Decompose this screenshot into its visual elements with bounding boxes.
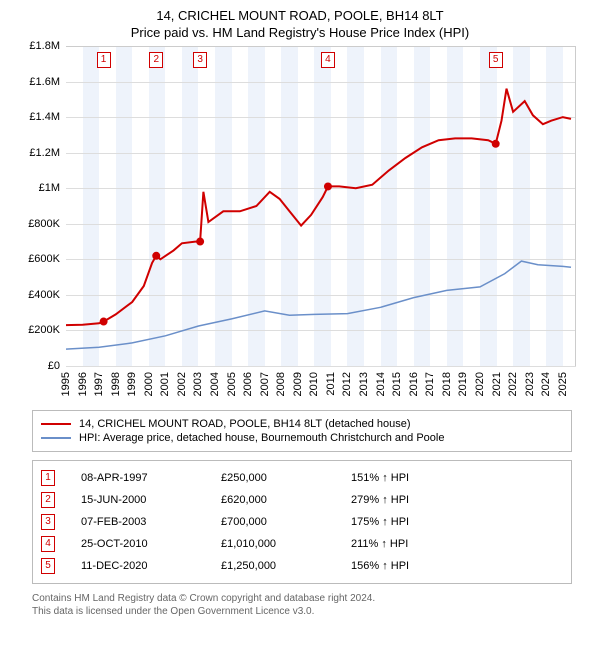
transaction-date: 11-DEC-2020 [81,560,211,572]
title-block: 14, CRICHEL MOUNT ROAD, POOLE, BH14 8LT … [10,8,590,40]
transaction-price: £250,000 [221,472,341,484]
transaction-row: 1 08-APR-1997 £250,000 151% ↑ HPI [41,467,563,489]
sale-dot [324,182,332,190]
x-tick-label: 2013 [358,372,370,396]
y-tick-label: £200K [16,324,60,336]
x-tick-label: 2003 [192,372,204,396]
footer-attribution: Contains HM Land Registry data © Crown c… [32,592,580,618]
legend-label: HPI: Average price, detached house, Bour… [79,432,444,444]
transaction-marker: 2 [41,492,55,508]
x-tick-label: 2008 [275,372,287,396]
y-tick-label: £600K [16,253,60,265]
legend-swatch [41,423,71,425]
x-tick-label: 2001 [159,372,171,396]
x-tick-label: 2019 [457,372,469,396]
x-tick-label: 2009 [292,372,304,396]
y-tick-label: £800K [16,218,60,230]
transaction-row: 5 11-DEC-2020 £1,250,000 156% ↑ HPI [41,555,563,577]
y-tick-label: £400K [16,289,60,301]
sale-dot [100,318,108,326]
transaction-row: 3 07-FEB-2003 £700,000 175% ↑ HPI [41,511,563,533]
x-tick-label: 2002 [176,372,188,396]
series-hpi [66,261,571,349]
x-tick-label: 2022 [507,372,519,396]
legend-label: 14, CRICHEL MOUNT ROAD, POOLE, BH14 8LT … [79,418,411,430]
x-tick-label: 2016 [408,372,420,396]
x-tick-label: 2017 [424,372,436,396]
y-tick-label: £1.8M [16,40,60,52]
x-tick-label: 2011 [325,372,337,396]
transaction-price: £1,250,000 [221,560,341,572]
transaction-vs-hpi: 279% ↑ HPI [351,494,511,506]
y-tick-label: £1.6M [16,76,60,88]
title-address: 14, CRICHEL MOUNT ROAD, POOLE, BH14 8LT [10,8,590,23]
x-tick-label: 1995 [60,372,72,396]
transaction-marker: 5 [41,558,55,574]
legend-item: HPI: Average price, detached house, Bour… [41,431,563,445]
transaction-vs-hpi: 211% ↑ HPI [351,538,511,550]
sale-marker-4: 4 [321,52,335,68]
chart-container: 14, CRICHEL MOUNT ROAD, POOLE, BH14 8LT … [0,0,600,650]
plot-svg [66,46,576,366]
title-subtitle: Price paid vs. HM Land Registry's House … [10,25,590,40]
transaction-price: £620,000 [221,494,341,506]
x-tick-label: 2007 [259,372,271,396]
transaction-marker: 1 [41,470,55,486]
x-tick-label: 2015 [391,372,403,396]
transaction-row: 4 25-OCT-2010 £1,010,000 211% ↑ HPI [41,533,563,555]
series-property [66,89,571,325]
legend-box: 14, CRICHEL MOUNT ROAD, POOLE, BH14 8LT … [32,410,572,452]
sale-marker-2: 2 [149,52,163,68]
transaction-marker: 3 [41,514,55,530]
transaction-date: 15-JUN-2000 [81,494,211,506]
transaction-vs-hpi: 175% ↑ HPI [351,516,511,528]
legend-item: 14, CRICHEL MOUNT ROAD, POOLE, BH14 8LT … [41,417,563,431]
x-tick-label: 2023 [524,372,536,396]
sale-marker-5: 5 [489,52,503,68]
transaction-price: £1,010,000 [221,538,341,550]
x-tick-label: 1997 [93,372,105,396]
sale-marker-1: 1 [97,52,111,68]
chart-area: £0£200K£400K£600K£800K£1M£1.2M£1.4M£1.6M… [20,46,580,406]
sale-dot [196,238,204,246]
y-tick-label: £1.2M [16,147,60,159]
x-tick-label: 2024 [540,372,552,396]
x-tick-label: 1998 [110,372,122,396]
x-tick-label: 2014 [375,372,387,396]
transaction-price: £700,000 [221,516,341,528]
transaction-date: 08-APR-1997 [81,472,211,484]
footer-line2: This data is licensed under the Open Gov… [32,605,580,618]
y-tick-label: £1M [16,182,60,194]
sale-dot [152,252,160,260]
x-tick-label: 1999 [126,372,138,396]
transaction-date: 25-OCT-2010 [81,538,211,550]
x-tick-label: 2004 [209,372,221,396]
legend-swatch [41,437,71,439]
x-tick-label: 2025 [557,372,569,396]
x-tick-label: 2020 [474,372,486,396]
x-tick-label: 2005 [226,372,238,396]
y-tick-label: £1.4M [16,111,60,123]
transaction-table: 1 08-APR-1997 £250,000 151% ↑ HPI 2 15-JUN-20… [32,460,572,584]
x-tick-label: 2021 [491,372,503,396]
x-tick-label: 1996 [77,372,89,396]
transaction-vs-hpi: 151% ↑ HPI [351,472,511,484]
x-tick-label: 2006 [242,372,254,396]
transaction-marker: 4 [41,536,55,552]
x-tick-label: 2000 [143,372,155,396]
x-tick-label: 2012 [341,372,353,396]
y-tick-label: £0 [16,360,60,372]
sale-marker-3: 3 [193,52,207,68]
transaction-date: 07-FEB-2003 [81,516,211,528]
sale-dot [492,140,500,148]
transaction-row: 2 15-JUN-2000 £620,000 279% ↑ HPI [41,489,563,511]
x-tick-label: 2018 [441,372,453,396]
x-tick-label: 2010 [308,372,320,396]
footer-line1: Contains HM Land Registry data © Crown c… [32,592,580,605]
gridline-h [66,366,576,367]
transaction-vs-hpi: 156% ↑ HPI [351,560,511,572]
